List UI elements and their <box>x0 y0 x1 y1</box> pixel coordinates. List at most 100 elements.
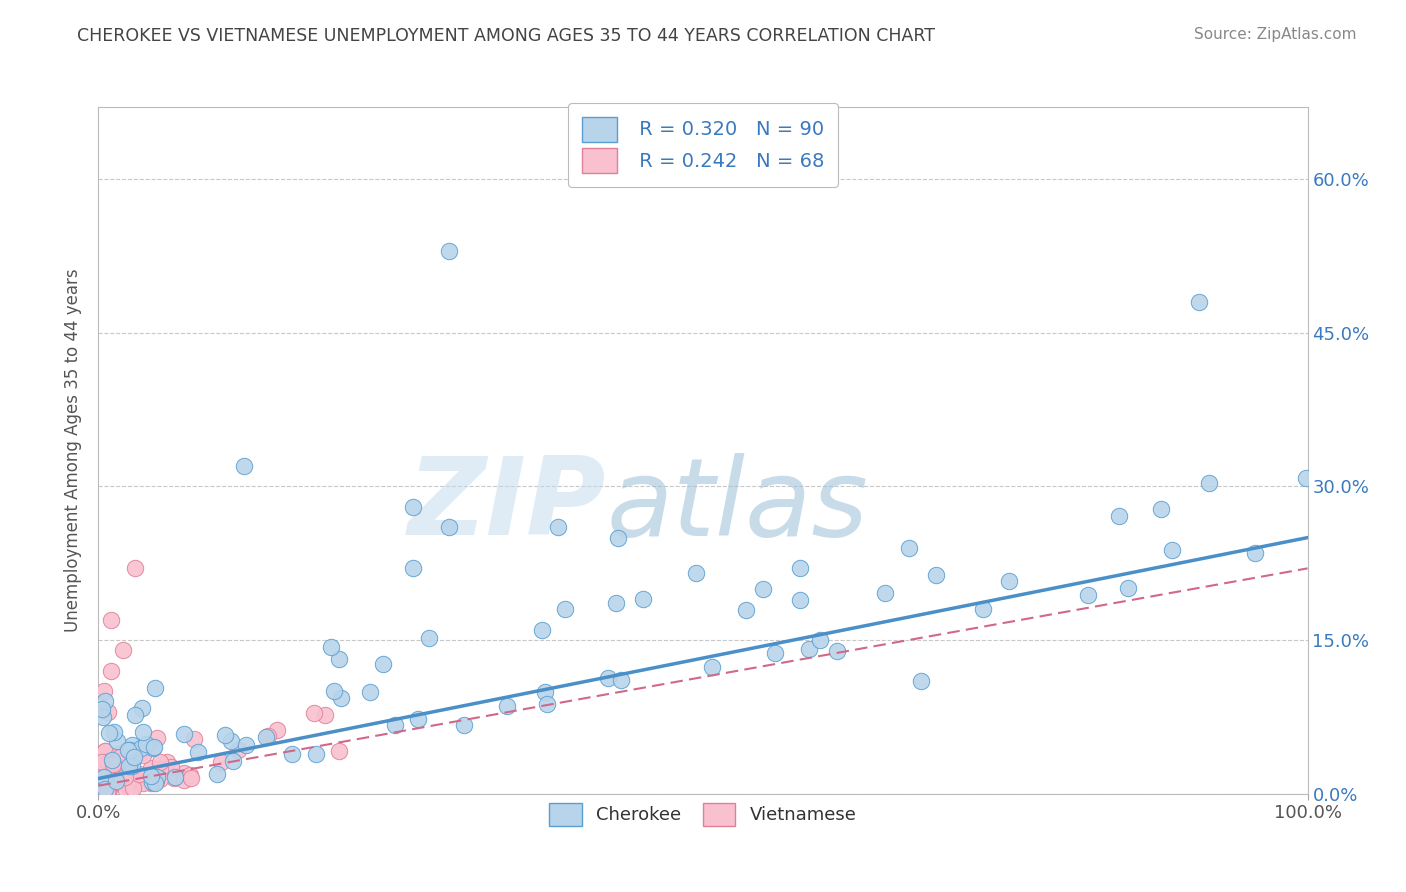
Point <box>118 782 141 797</box>
Point <box>96 780 118 795</box>
Point <box>141 776 163 790</box>
Point <box>97 758 120 772</box>
Point <box>359 684 381 698</box>
Point <box>1160 543 1182 558</box>
Point <box>183 732 205 747</box>
Point <box>1188 294 1211 309</box>
Point <box>124 561 146 575</box>
Point <box>205 767 228 781</box>
Point <box>607 531 630 545</box>
Point <box>120 771 142 785</box>
Point <box>700 659 723 673</box>
Point <box>117 742 139 756</box>
Point <box>145 681 167 696</box>
Point <box>91 709 114 723</box>
Point <box>100 613 122 627</box>
Point <box>131 725 153 739</box>
Point <box>328 744 350 758</box>
Point <box>94 694 117 708</box>
Point <box>101 757 124 772</box>
Point <box>226 743 249 757</box>
Point <box>97 705 120 719</box>
Point <box>257 730 280 744</box>
Point <box>810 632 832 647</box>
Text: CHEROKEE VS VIETNAMESE UNEMPLOYMENT AMONG AGES 35 TO 44 YEARS CORRELATION CHART: CHEROKEE VS VIETNAMESE UNEMPLOYMENT AMON… <box>77 27 935 45</box>
Point <box>94 744 117 758</box>
Text: Source: ZipAtlas.com: Source: ZipAtlas.com <box>1194 27 1357 42</box>
Point <box>122 749 145 764</box>
Point <box>1198 476 1220 491</box>
Point <box>98 725 121 739</box>
Point <box>1077 588 1099 602</box>
Point <box>972 602 994 616</box>
Point <box>134 770 156 784</box>
Point <box>124 707 146 722</box>
Point <box>330 690 353 705</box>
Point <box>149 772 172 786</box>
Point <box>156 755 179 769</box>
Point <box>763 646 786 660</box>
Point <box>214 728 236 742</box>
Point <box>100 664 122 678</box>
Legend: Cherokee, Vietnamese: Cherokee, Vietnamese <box>541 796 865 833</box>
Point <box>163 771 186 785</box>
Point <box>897 541 920 555</box>
Point <box>173 766 195 780</box>
Point <box>100 778 122 792</box>
Point <box>232 458 254 473</box>
Point <box>321 640 343 655</box>
Point <box>371 657 394 672</box>
Point <box>121 738 143 752</box>
Point <box>105 734 128 748</box>
Point <box>496 699 519 714</box>
Point <box>143 776 166 790</box>
Point <box>114 770 136 784</box>
Point <box>145 773 167 788</box>
Point <box>129 741 152 756</box>
Point <box>108 747 131 761</box>
Point <box>530 623 553 637</box>
Point <box>97 785 120 799</box>
Point <box>998 574 1021 589</box>
Point <box>163 770 186 784</box>
Point <box>90 768 112 782</box>
Point <box>598 671 620 685</box>
Point <box>536 697 558 711</box>
Point <box>910 674 932 689</box>
Point <box>1295 471 1317 485</box>
Point <box>142 740 165 755</box>
Point <box>101 775 124 789</box>
Text: atlas: atlas <box>606 453 868 558</box>
Point <box>437 244 460 258</box>
Point <box>141 769 163 783</box>
Point <box>402 500 425 514</box>
Point <box>115 782 138 797</box>
Point <box>825 643 848 657</box>
Point <box>281 747 304 761</box>
Point <box>110 769 132 783</box>
Point <box>160 760 183 774</box>
Point <box>1118 581 1140 595</box>
Point <box>97 781 120 796</box>
Point <box>94 744 117 758</box>
Point <box>187 745 209 759</box>
Point <box>145 731 167 745</box>
Point <box>797 642 820 657</box>
Point <box>110 775 132 789</box>
Point <box>328 652 350 666</box>
Point <box>118 759 141 773</box>
Point <box>91 702 114 716</box>
Point <box>266 723 288 737</box>
Point <box>105 760 128 774</box>
Point <box>209 755 232 769</box>
Point <box>304 706 326 720</box>
Point <box>141 774 163 789</box>
Point <box>90 770 112 784</box>
Point <box>128 766 150 780</box>
Point <box>101 766 124 780</box>
Point <box>149 755 172 769</box>
Point <box>121 781 143 796</box>
Point <box>305 747 328 761</box>
Point <box>90 785 112 799</box>
Point <box>605 595 627 609</box>
